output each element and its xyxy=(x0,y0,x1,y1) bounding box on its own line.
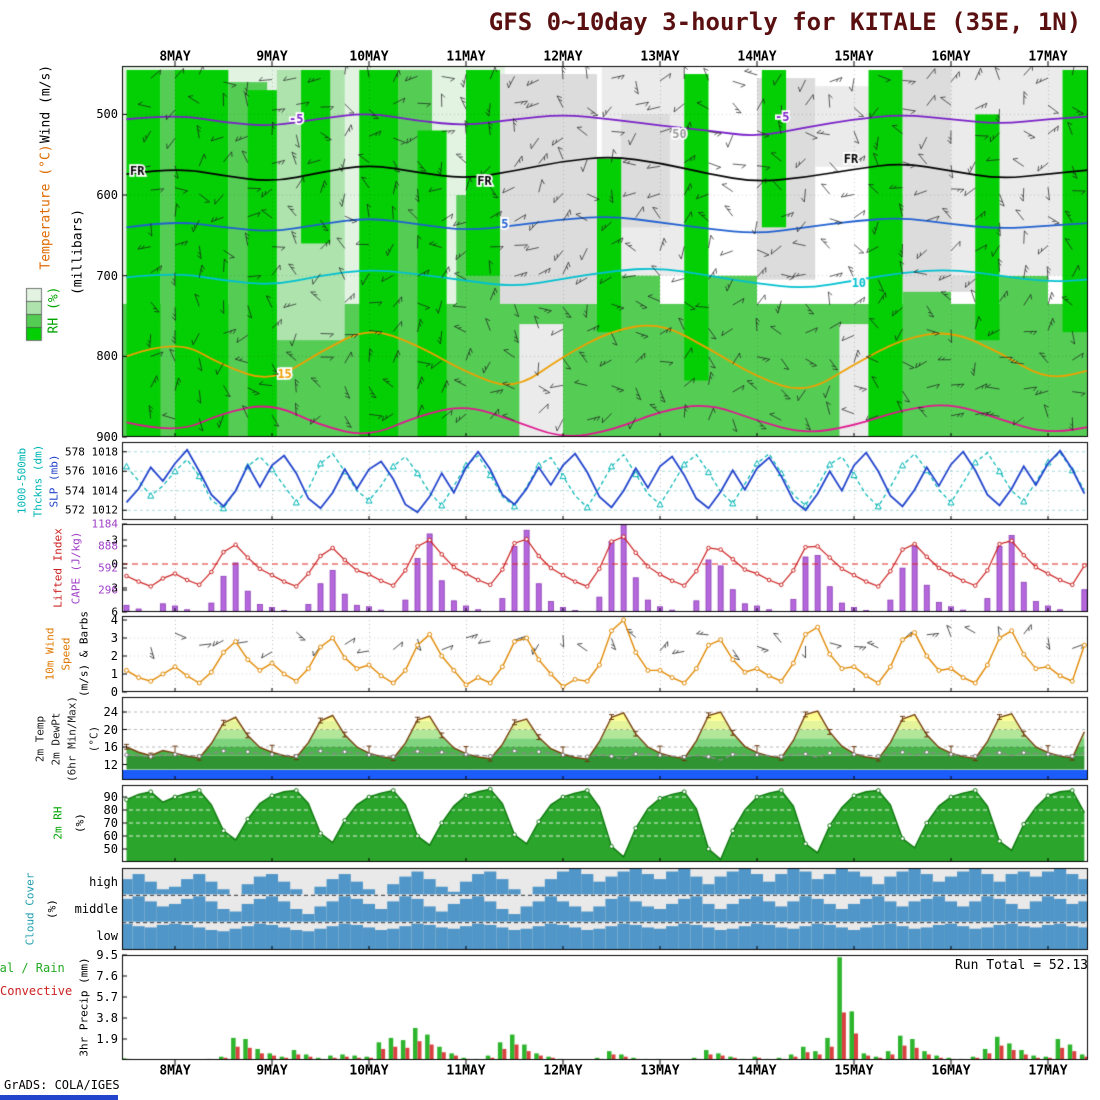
meteogram-page: { "title": "GFS 0~10day 3-hourly for KIT… xyxy=(0,0,1100,1100)
meteogram-canvas xyxy=(0,0,1100,1100)
